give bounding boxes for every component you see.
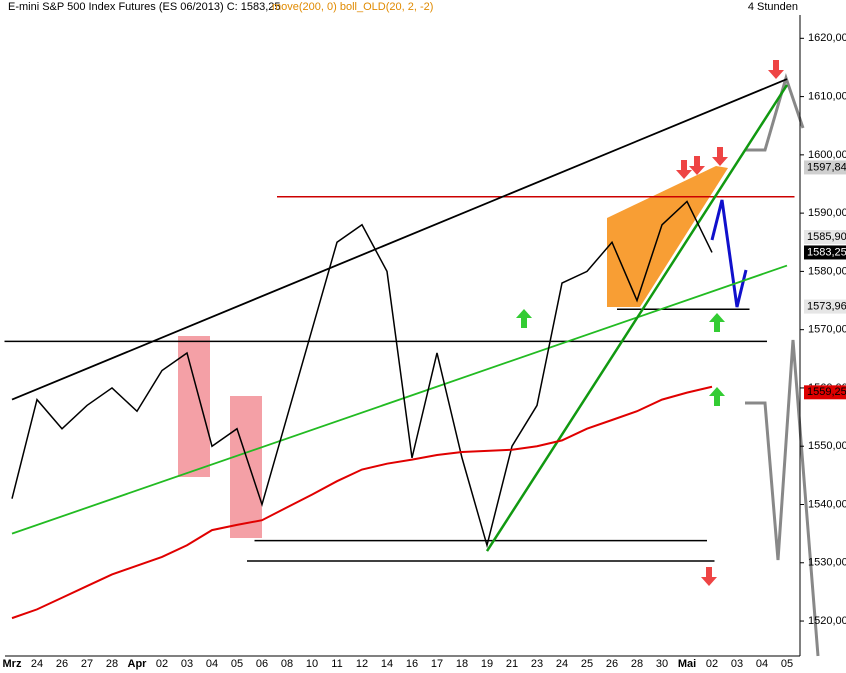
arrow-down [676,160,692,179]
x-tick-label: 17 [431,658,443,670]
y-tick-label: 1600,00 [808,149,846,161]
x-tick-label: 24 [31,658,43,670]
price-marker-label: 1585,90 [807,231,846,243]
x-tick-label: 18 [456,658,468,670]
arrow-up [709,313,725,332]
x-tick-label: 27 [81,658,93,670]
price-marker-label: 1559,25 [807,386,846,398]
arrow-up [516,309,532,328]
x-tick-label: 02 [706,658,718,670]
x-tick-label: 08 [281,658,293,670]
x-tick-label: 23 [531,658,543,670]
projection [710,199,748,308]
x-tick-label: Mai [678,658,696,670]
projection [745,339,820,657]
x-tick-label: 11 [331,658,342,670]
arrow-down [712,147,728,166]
indicators: move(200, 0) boll_OLD(20, 2, -2) [272,1,433,13]
y-tick-label: 1550,00 [808,440,846,452]
x-tick-label: 04 [756,658,768,670]
x-tick-label: 02 [156,658,168,670]
y-tick-label: 1540,00 [808,498,846,510]
x-tick-label: Mrz [3,658,22,670]
y-tick-label: 1580,00 [808,265,846,277]
x-tick-label: 03 [731,658,743,670]
x-tick-label: 26 [606,658,618,670]
x-tick-label: 03 [181,658,193,670]
y-tick-label: 1620,00 [808,32,846,44]
x-tick-label: 28 [631,658,643,670]
arrows [516,60,784,586]
price-marker [804,385,846,400]
x-tick-label: 24 [556,658,568,670]
arrow-down [689,156,705,175]
x-tick-label: 06 [256,658,268,670]
trendline [485,84,789,552]
x-tick-label: Apr [128,658,148,670]
arrow-down [701,567,717,586]
price-marker [804,245,846,260]
x-tick-label: 25 [581,658,593,670]
y-tick-label: 1570,00 [808,324,846,336]
y-tick-label: 1610,00 [808,90,846,102]
price-marker [804,160,846,175]
x-tick-label: 21 [506,658,518,670]
arrow-down [768,60,784,79]
trendline [11,78,788,401]
x-tick-label: 26 [56,658,68,670]
trendline [11,264,788,535]
wedge [607,166,728,307]
series-line [11,200,713,549]
x-tick-label: 12 [356,658,368,670]
x-tick-label: 05 [231,658,243,670]
x-tick-label: 05 [781,658,793,670]
price-marker-label: 1573,96 [807,301,846,313]
price-marker-label: 1597,84 [807,161,846,173]
series-line [11,385,713,620]
zone [230,396,262,538]
price-marker-label: 1583,25 [807,246,846,258]
x-tick-label: 19 [481,658,493,670]
arrow-up [709,387,725,406]
y-tick-label: 1530,00 [808,557,846,569]
x-tick-label: 14 [381,658,393,670]
chart-title: E-mini S&P 500 Index Futures (ES 06/2013… [8,1,281,13]
price-marker [804,230,846,245]
projection [745,73,805,152]
price-marker [804,299,846,314]
y-tick-label: 1520,00 [808,615,846,627]
x-tick-label: 30 [656,658,668,670]
zone [178,336,210,477]
x-tick-label: 16 [406,658,418,670]
x-tick-label: 28 [106,658,118,670]
x-tick-label: 04 [206,658,218,670]
timeframe: 4 Stunden [748,1,798,13]
y-tick-label: 1590,00 [808,207,846,219]
x-tick-label: 10 [306,658,318,670]
